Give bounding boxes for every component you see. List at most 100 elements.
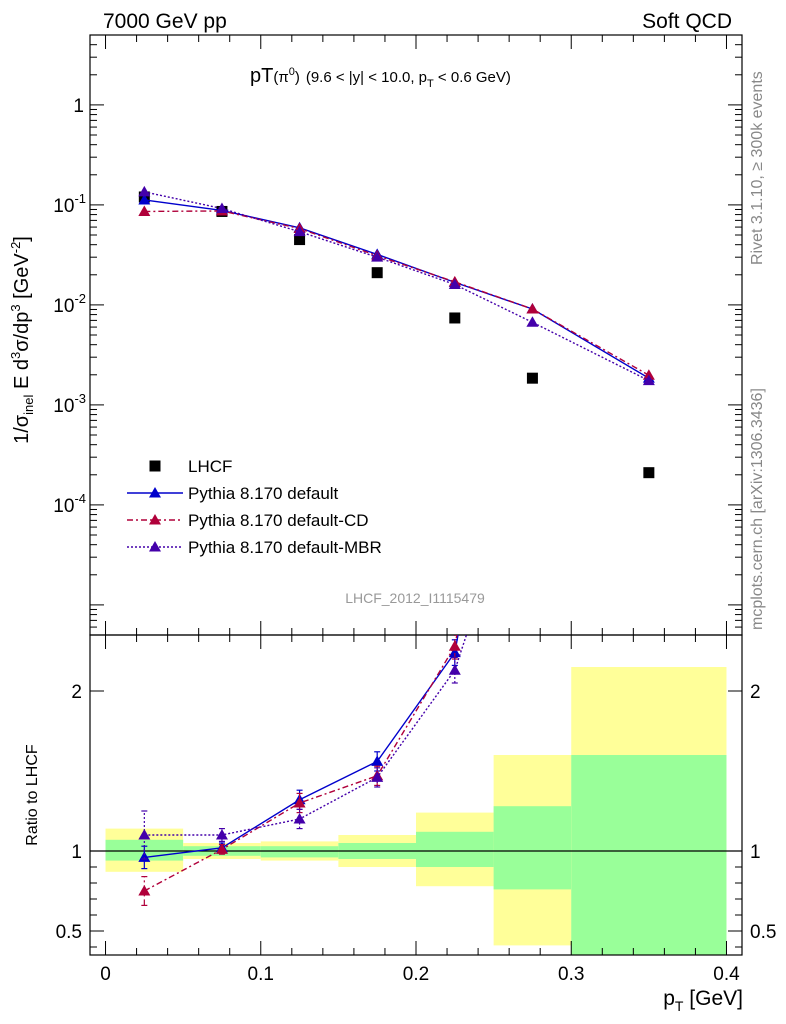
main-series <box>138 185 655 386</box>
ratio-data-point <box>371 755 384 766</box>
main-series <box>138 193 655 383</box>
ylabel-a-sub: inel <box>21 394 36 414</box>
main-data-point <box>526 372 538 384</box>
ratio-data-point <box>138 885 151 896</box>
ratio-series-group <box>138 221 538 907</box>
rivet-label: Rivet 3.1.10, ≥ 300k events <box>749 71 766 265</box>
x-tick-label: 0.3 <box>558 964 584 985</box>
legend-marker <box>149 514 161 525</box>
main-data-point <box>215 202 228 214</box>
ratio-series <box>138 429 538 860</box>
title-close: ) <box>295 69 300 86</box>
ratio-data-point <box>448 640 461 651</box>
legend-label: Pythia 8.170 default <box>188 484 339 503</box>
main-y-tick-label: 10-2 <box>53 291 86 317</box>
legend-marker <box>149 541 161 552</box>
main-series-line <box>144 210 650 376</box>
ylabel-d: [GeV <box>11 253 33 305</box>
main-y-tick-base: 1 <box>73 96 84 117</box>
mcplots-label: mcplots.cern.ch [arXiv:1306.3436] <box>749 388 766 630</box>
legend-marker <box>149 487 161 498</box>
main-data-point <box>138 193 151 205</box>
legend: LHCF Pythia 8.170 default Pythia 8.170 def… <box>127 457 382 557</box>
xlabel-main: p <box>663 987 675 1010</box>
ratio-data-point <box>138 829 151 840</box>
ylabel-c: σ/dp <box>11 312 33 352</box>
main-y-tick-label: 10-4 <box>53 491 86 517</box>
legend-item: Pythia 8.170 default-CD <box>127 511 369 530</box>
main-y-tick-exp: -2 <box>74 291 86 306</box>
title-main: pT <box>250 65 273 87</box>
main-data-point <box>293 225 306 237</box>
band-inner <box>416 831 494 867</box>
ratio-y-tick-label-left: 2 <box>71 682 82 703</box>
ratio-panel: 0 0.1 0.2 0.3 0.4 0.5 0.5 1 1 2 2 <box>56 221 776 985</box>
x-axis-label: pT [GeV] <box>663 987 743 1014</box>
ratio-series-line <box>144 635 459 859</box>
main-data-point <box>294 234 306 246</box>
main-data-point <box>449 312 461 324</box>
title-range-end: < 0.6 GeV) <box>434 69 511 86</box>
ratio-y-tick-label-right: 0.5 <box>750 922 776 943</box>
main-data-point <box>138 205 151 216</box>
main-y-tick-label: 10-1 <box>53 191 86 217</box>
main-series-line <box>144 199 650 379</box>
main-y-tick-base: 10 <box>53 196 74 217</box>
legend-item: LHCF <box>149 457 232 476</box>
ratio-series <box>138 221 538 907</box>
ratio-y-label: Ratio to LHCF <box>24 744 41 846</box>
legend-item: Pythia 8.170 default-MBR <box>127 538 382 557</box>
band-inner <box>571 755 727 955</box>
ylabel-b: E d <box>11 359 33 395</box>
main-title: pT(π0) (9.6 < |y| < 10.0, pT < 0.6 GeV) <box>250 65 511 90</box>
header-left: 7000 GeV pp <box>103 10 227 33</box>
ylabel-e: ] <box>11 236 33 242</box>
main-y-tick-base: 10 <box>53 296 74 317</box>
ratio-series-line <box>144 635 458 892</box>
main-y-tick-base: 10 <box>53 496 74 517</box>
xlabel-unit: [GeV] <box>683 987 743 1010</box>
ylabel-d-sup: -2 <box>8 242 23 254</box>
x-tick-label: 0.1 <box>248 964 274 985</box>
main-data-point <box>526 302 539 314</box>
ratio-data-point <box>215 843 228 854</box>
main-y-tick-base: 10 <box>53 396 74 417</box>
main-data-point <box>643 467 655 479</box>
ratio-data-point <box>215 829 228 840</box>
ratio-y-tick-label-left: 0.5 <box>56 922 82 943</box>
main-y-tick-exp: -4 <box>74 491 86 506</box>
ratio-data-point <box>526 429 538 440</box>
main-y-tick-label: 1 <box>73 96 84 117</box>
ratio-y-tick-label-right: 1 <box>750 842 761 863</box>
legend-label: Pythia 8.170 default-CD <box>188 511 369 530</box>
main-data-point <box>642 369 655 380</box>
ratio-y-tick-label-right: 2 <box>750 682 761 703</box>
main-data-point <box>371 251 384 262</box>
ratio-data-point <box>293 813 306 824</box>
main-data-point <box>526 316 539 327</box>
ratio-data-point <box>293 797 306 808</box>
ratio-data-point <box>448 646 461 658</box>
legend-label: Pythia 8.170 default-MBR <box>188 538 382 557</box>
main-y-tick-exp: -1 <box>74 191 86 206</box>
ratio-y-tick-label-left: 1 <box>71 842 82 863</box>
ratio-data-point <box>526 221 538 232</box>
main-data-point <box>448 278 461 289</box>
main-data-point <box>371 267 383 279</box>
title-range: (9.6 < |y| < 10.0, p <box>306 69 427 86</box>
analysis-id: LHCF_2012_I1115479 <box>345 590 485 606</box>
title-sup: 0 <box>289 66 295 78</box>
ratio-data-point <box>371 771 384 782</box>
main-series <box>138 204 655 380</box>
legend-label: LHCF <box>188 457 232 476</box>
main-data-point <box>138 185 151 197</box>
legend-item: Pythia 8.170 default <box>127 484 339 503</box>
band-inner <box>260 846 339 858</box>
main-series-line <box>144 191 650 382</box>
x-tick-label: 0.4 <box>713 964 740 985</box>
legend-marker <box>149 460 161 472</box>
x-tick-label: 0 <box>100 964 111 985</box>
ylabel-c-sup: 3 <box>8 304 23 311</box>
title-paren: (π <box>273 69 288 86</box>
